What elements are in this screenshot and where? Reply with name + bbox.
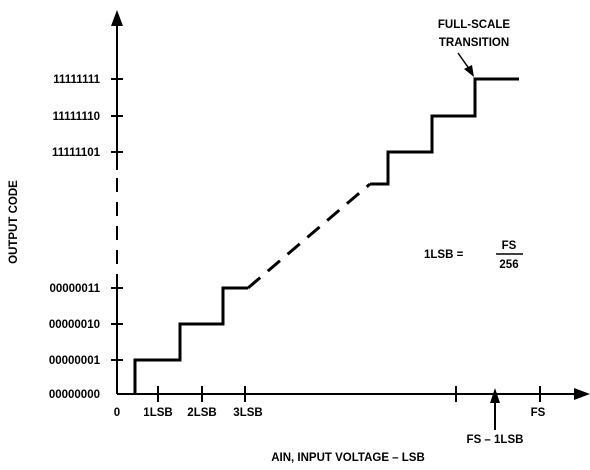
x-label-3lsb: 3LSB [233, 407, 262, 419]
x-label-fs: FS [531, 407, 546, 419]
formula-numerator: FS [502, 240, 517, 252]
y-label-00000011: 00000011 [49, 283, 100, 295]
full-scale-transition-annotation: FULL-SCALE TRANSITION [438, 19, 511, 77]
y-axis [111, 10, 123, 394]
x-axis [117, 388, 590, 400]
y-axis-labels: 11111111 11111110 11111101 00000011 0000… [49, 74, 101, 401]
y-label-00000010: 00000010 [49, 319, 100, 331]
y-axis-title: OUTPUT CODE [8, 180, 20, 264]
y-label-11111111: 11111111 [53, 74, 100, 86]
x-axis-ticks [157, 386, 541, 402]
x-axis-labels: 0 1LSB 2LSB 3LSB FS [114, 407, 546, 419]
y-axis-arrow [111, 10, 123, 26]
y-label-00000000: 00000000 [49, 389, 100, 401]
fs-minus-1lsb-marker: FS – 1LSB [467, 388, 524, 446]
annotation-pointer-head [464, 65, 474, 77]
annotation-line-1: FULL-SCALE [438, 19, 511, 31]
x-label-2lsb: 2LSB [187, 407, 216, 419]
transfer-curve-upper-steps [370, 77, 519, 186]
x-label-1lsb: 1LSB [143, 407, 172, 419]
fs-minus-1lsb-arrow-head [490, 388, 500, 403]
y-label-00000001: 00000001 [49, 355, 101, 367]
y-axis-ticks [111, 78, 123, 361]
y-label-11111110: 11111110 [53, 111, 100, 123]
y-label-11111101: 11111101 [52, 147, 101, 159]
x-axis-arrow [574, 388, 590, 400]
x-label-fs-minus-1lsb: FS – 1LSB [467, 434, 524, 446]
lsb-formula: 1LSB = FS 256 [424, 240, 523, 271]
formula-lhs: 1LSB = [424, 249, 464, 261]
x-axis-title: AIN, INPUT VOLTAGE – LSB [271, 452, 425, 464]
formula-denominator: 256 [499, 259, 518, 271]
annotation-line-2: TRANSITION [439, 37, 509, 49]
x-label-zero: 0 [114, 407, 120, 419]
transfer-curve-dashed-continuation [247, 182, 371, 290]
transfer-curve-lower-steps [133, 286, 248, 394]
